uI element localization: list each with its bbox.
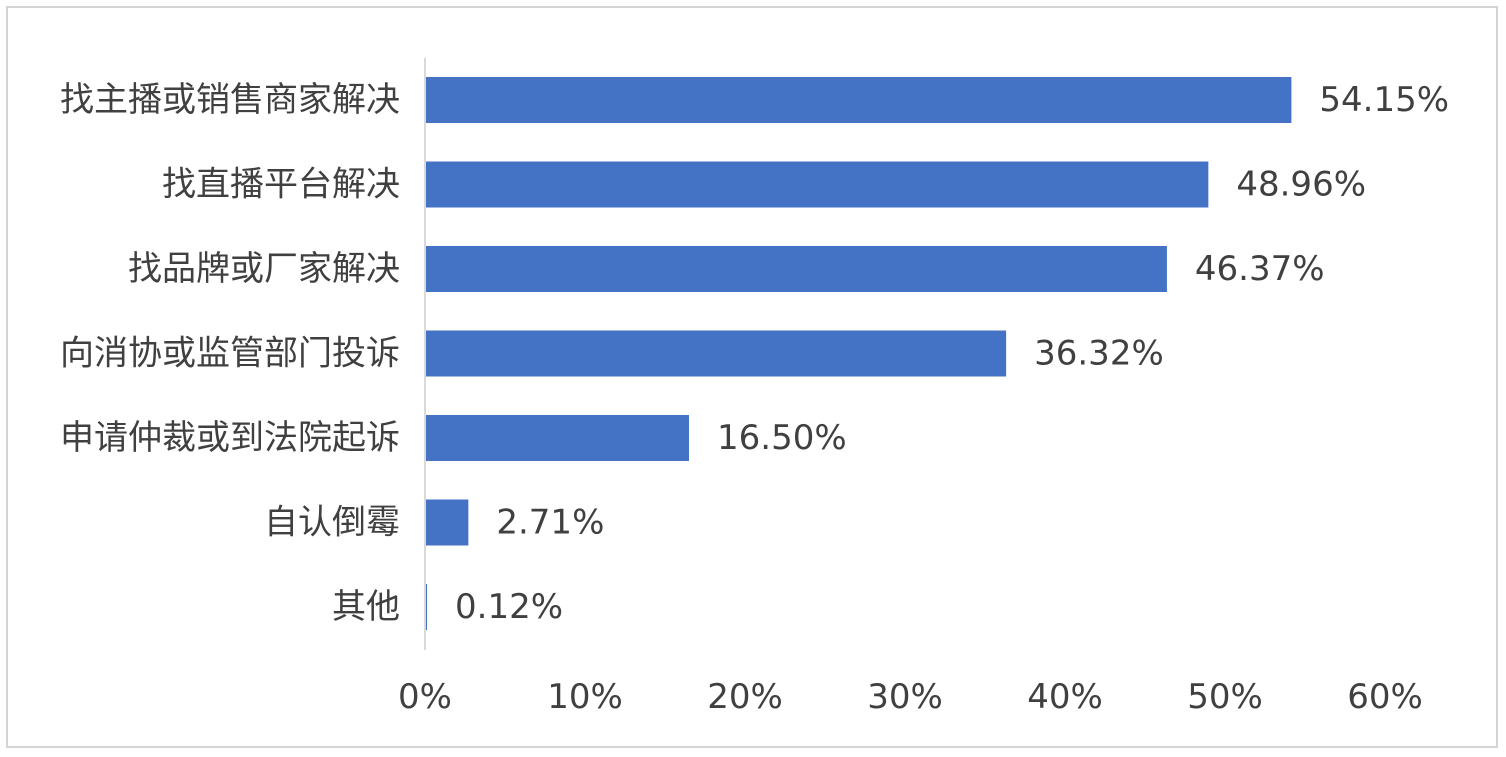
bars-layer <box>425 77 1292 630</box>
value-label-4: 16.50% <box>717 418 847 458</box>
value-label-5: 2.71% <box>496 503 604 543</box>
category-labels-layer: 找主播或销售商家解决找直播平台解决找品牌或厂家解决向消协或监管部门投诉申请仲裁或… <box>60 80 400 627</box>
chart-frame <box>6 6 1498 748</box>
x-tick-label-6: 60% <box>1347 677 1423 717</box>
category-label-0: 找主播或销售商家解决 <box>60 80 400 120</box>
value-label-1: 48.96% <box>1236 165 1366 205</box>
x-tick-label-5: 50% <box>1187 677 1263 717</box>
bar-0 <box>425 77 1292 123</box>
x-tick-label-1: 10% <box>547 677 623 717</box>
bar-4 <box>425 415 689 461</box>
x-tick-label-2: 20% <box>707 677 783 717</box>
bar-2 <box>425 246 1167 292</box>
category-label-2: 找品牌或厂家解决 <box>128 249 400 289</box>
category-label-3: 向消协或监管部门投诉 <box>60 334 400 374</box>
category-label-6: 其他 <box>332 587 400 627</box>
value-label-2: 46.37% <box>1195 249 1325 289</box>
category-label-5: 自认倒霉 <box>264 503 400 543</box>
bar-3 <box>425 330 1007 377</box>
x-tick-label-0: 0% <box>398 677 452 717</box>
x-tick-label-4: 40% <box>1027 677 1103 717</box>
bar-1 <box>425 161 1209 208</box>
bar-5 <box>425 499 469 546</box>
value-label-6: 0.12% <box>455 587 563 627</box>
value-label-0: 54.15% <box>1319 80 1449 120</box>
value-label-3: 36.32% <box>1034 334 1164 374</box>
category-label-4: 申请仲裁或到法院起诉 <box>60 418 400 458</box>
tick-labels-layer: 0% 10% 20% 30% 40% 50% 60% <box>398 677 1423 717</box>
x-tick-label-3: 30% <box>867 677 943 717</box>
value-labels-layer: 54.15% 48.96% 46.37% 36.32% 16.50% 2.71% 0.12% <box>455 80 1449 627</box>
category-label-1: 找直播平台解决 <box>162 165 400 205</box>
